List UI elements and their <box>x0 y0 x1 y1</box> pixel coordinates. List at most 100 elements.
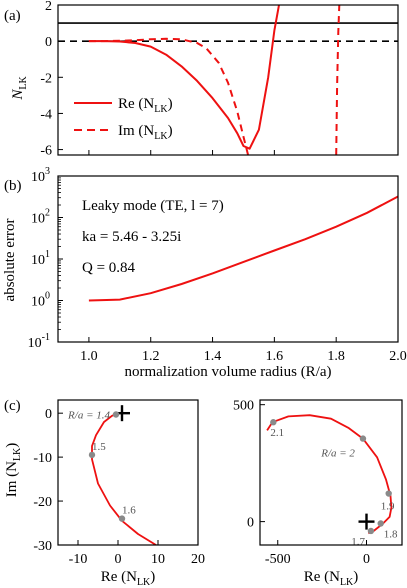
panel-b-annotation-q: Q = 0.84 <box>82 260 136 276</box>
panel-c-left-ylabel-tail: ) <box>4 443 20 448</box>
panel-c-left-radius-marker-label: 1.5 <box>92 441 106 453</box>
legend-label-re-main: Re (N <box>118 96 154 112</box>
panel-c-right-ytick-label: 0 <box>247 516 254 531</box>
panel-b-xlabel: normalization volume radius (R/a) <box>124 364 331 380</box>
panel-b-ytick-exponent: 3 <box>45 166 50 177</box>
panel-b-xtick-label: 1.8 <box>327 349 345 364</box>
panel-a: (a) 20-2-4-6 NLK Re (NLK) Im (NLK) <box>4 0 399 159</box>
panel-b-ytick-base: 10 <box>28 336 42 351</box>
panel-b-xtick-label: 1.6 <box>266 349 284 364</box>
panel-b-label: (b) <box>4 178 22 194</box>
panel-c-right-xtick-label: -500 <box>265 552 291 567</box>
panel-b-ytick-label: 100 <box>31 291 50 310</box>
panel-b-xtick-label: 1.4 <box>204 349 222 364</box>
panel-a-ytick-label: -2 <box>40 71 52 86</box>
panel-b-frame <box>57 175 399 343</box>
panel-b-annotation-ka: ka = 5.46 - 3.25i <box>82 229 181 245</box>
panel-c-left-xlabel: Re (NLK) <box>101 569 156 588</box>
panel-c-left-ytick-label: 0 <box>45 407 52 422</box>
panel-c-right-radius-marker-label: 1.9 <box>381 501 395 513</box>
panel-a-ytick-label: 0 <box>45 35 52 50</box>
panel-c-left-radius-marker <box>112 411 120 418</box>
panel-a-series <box>88 5 341 155</box>
panel-c-left-markers: R/a = 1.4 1.5 1.6 <box>67 405 136 522</box>
panel-b-ytick-label: 102 <box>31 208 50 227</box>
panel-c-left-ylabel: Im (NLK) <box>4 443 23 498</box>
panel-b-ytick-base: 10 <box>31 295 45 310</box>
panel-a-ylabel-main: N <box>10 89 26 101</box>
series-absolute-error-line <box>88 195 398 302</box>
panel-b-xtick-label: 1.2 <box>142 349 160 364</box>
panel-c-left-radius-marker-label: R/a = 1.4 <box>67 410 110 422</box>
panel-c-right-radius-marker <box>270 419 277 426</box>
panel-c-left-xlabel-main: Re (N <box>101 569 137 585</box>
panel-c-left-series <box>91 412 157 545</box>
panel-c-left-ylabel-main: Im (N <box>4 461 20 497</box>
panel-b-ytick-base: 10 <box>31 170 45 185</box>
panel-b-ytick-base: 10 <box>31 253 45 268</box>
series-im-nlk-line <box>88 37 250 155</box>
panel-c-right-xlabel-main: Re (N <box>304 569 340 585</box>
panel-c-right-radius-marker-label: 1.7 <box>351 536 365 548</box>
panel-a-ylabel: NLK <box>10 76 29 101</box>
series-im-nlk-branch-line <box>335 5 341 155</box>
panel-a-ytick-label: -4 <box>40 107 52 122</box>
panel-b-ytick-label: 10-1 <box>28 332 50 351</box>
panel-c-left-xtick-label: 0 <box>115 552 122 567</box>
panel-c-right-radius-marker <box>367 527 375 535</box>
panel-c-right-radius-marker-label: 2.1 <box>270 427 284 439</box>
panel-b-ytick-exponent: -1 <box>42 332 50 343</box>
panel-b-ytick-base: 10 <box>31 212 45 227</box>
panel-b-ytick-label: 101 <box>31 249 50 268</box>
panel-c-right-radius-marker <box>359 435 367 442</box>
panel-c-right-series <box>266 414 393 535</box>
panel-b-xtick-label: 2.0 <box>389 349 407 364</box>
panel-c-left-ytick-label: -30 <box>33 539 52 554</box>
panel-c-left: -10 0 10 20 0 -10 -20 -30 R/a = 1.4 1.5 1.6 Im (N… <box>4 399 205 588</box>
panel-c-right: -500 0 500 0 2.1 R/a = 2 1.9 1.8 1.7 Re (NLK) <box>233 399 403 588</box>
panel-c-label: (c) <box>4 398 21 414</box>
panel-c-right-radius-marker-label: R/a = 2 <box>320 448 355 460</box>
panel-c-left-ylabel-sub: LK <box>12 447 23 461</box>
panel-a-ytick-label: -6 <box>40 144 52 159</box>
panel-c-right-axis-ticks: -500 0 500 0 <box>233 399 370 567</box>
panel-c-left-ytick-label: -10 <box>33 451 52 466</box>
legend-label-im-main: Im (N <box>118 123 154 139</box>
panel-c-right-markers: 2.1 R/a = 2 1.9 1.8 1.7 <box>270 419 398 548</box>
legend-label-im-sub: LK <box>154 131 168 142</box>
panel-c-right-ytick-label: 500 <box>233 399 254 414</box>
panel-c-right-radius-marker <box>385 490 392 497</box>
panel-a-label: (a) <box>4 8 21 24</box>
panel-b-series <box>88 195 398 302</box>
legend-label-im-tail: ) <box>168 123 173 139</box>
panel-c: (c) -10 0 10 20 0 -10 -20 -30 R/a = 1.4 1.5 1.6 I… <box>4 398 403 588</box>
panel-c-left-xlabel-tail: ) <box>150 569 155 585</box>
legend-label-im: Im (NLK) <box>118 123 173 142</box>
panel-b-ytick-exponent: 0 <box>45 291 50 302</box>
panel-c-left-xtick-label: 20 <box>191 552 205 567</box>
panel-c-left-radius-marker-label: 1.6 <box>122 505 136 517</box>
panel-a-ytick-label: 2 <box>45 0 52 14</box>
panel-c-right-xtick-label: 0 <box>363 552 370 567</box>
panel-a-ylabel-sub: LK <box>18 76 29 90</box>
series-re-nlk-line <box>88 5 280 150</box>
panel-b-annotation-mode: Leaky mode (TE, l = 7) <box>82 198 224 214</box>
panel-c-left-xlabel-sub: LK <box>137 577 151 588</box>
panel-b-ytick-exponent: 2 <box>45 208 50 219</box>
panel-b-ytick-exponent: 1 <box>45 249 50 260</box>
panel-c-left-xtick-label: -10 <box>69 552 88 567</box>
panel-a-frame <box>57 4 399 156</box>
panel-c-right-radius-marker-label: 1.8 <box>384 528 398 540</box>
panel-a-legend: Re (NLK) Im (NLK) <box>74 96 173 142</box>
panel-b-ylabel: absolute error <box>2 219 18 302</box>
panel-c-right-xlabel-tail: ) <box>353 569 358 585</box>
panel-c-right-frame <box>259 399 403 546</box>
panel-b-ytick-label: 103 <box>31 166 50 185</box>
panel-c-left-trajectory-line <box>91 412 157 545</box>
panel-c-left-axis-ticks: -10 0 10 20 0 -10 -20 -30 <box>33 407 205 567</box>
legend-label-re: Re (NLK) <box>118 96 173 115</box>
legend-label-re-sub: LK <box>154 104 168 115</box>
